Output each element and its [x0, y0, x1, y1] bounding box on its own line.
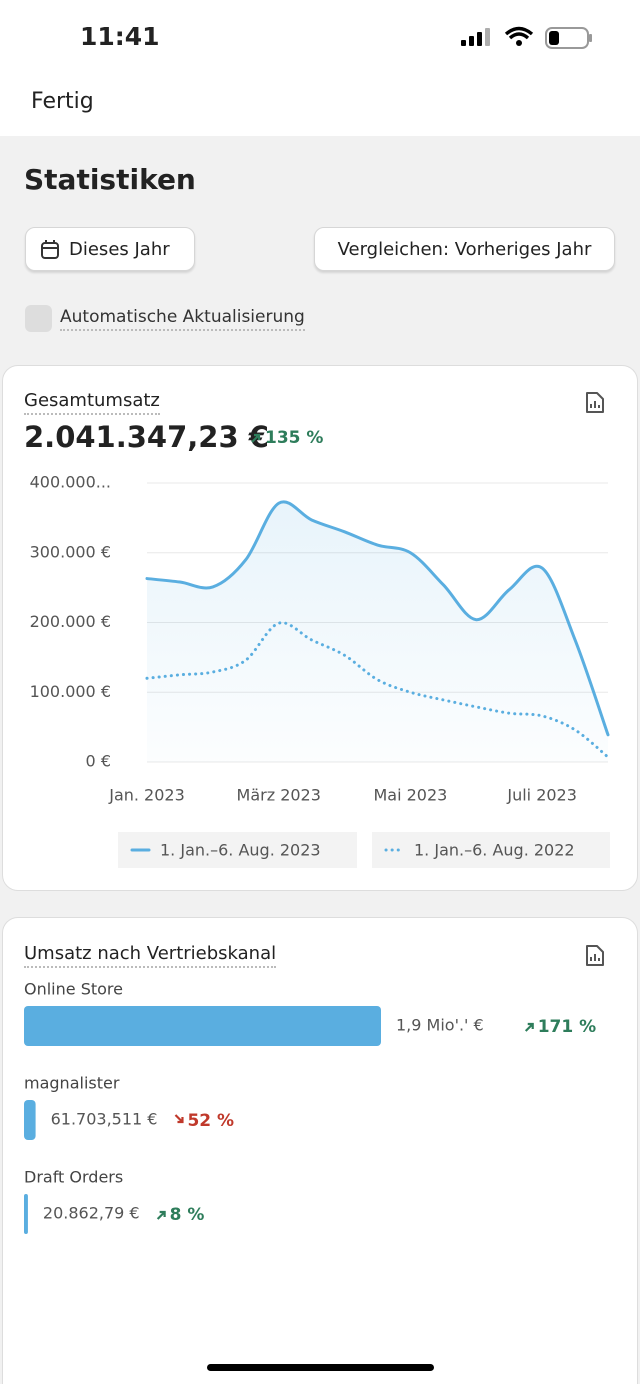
date-range-label: Dieses Jahr [69, 239, 170, 260]
report-icon[interactable] [584, 944, 606, 968]
compare-button[interactable]: Vergleichen: Vorheriges Jahr [314, 227, 615, 271]
checkbox[interactable] [25, 305, 52, 332]
total-change: 135 % [265, 428, 324, 448]
card-title: Umsatz nach Vertriebskanal [24, 943, 277, 968]
date-range-button[interactable]: Dieses Jahr [25, 227, 195, 271]
calendar-icon [41, 240, 59, 259]
channels-card [2, 917, 638, 1384]
checkbox-label[interactable]: Automatische Aktualisierung [60, 307, 305, 331]
top-bar [0, 0, 640, 136]
status-icons [461, 26, 592, 49]
clock: 11:41 [80, 22, 160, 51]
page-title: Statistiken [24, 163, 196, 196]
home-indicator [207, 1364, 434, 1371]
done-button[interactable]: Fertig [31, 89, 94, 114]
report-icon[interactable] [584, 391, 606, 415]
total-value: 2.041.347,23 € [24, 420, 269, 454]
card-title: Gesamtumsatz [24, 390, 160, 415]
up-arrow [251, 433, 261, 443]
